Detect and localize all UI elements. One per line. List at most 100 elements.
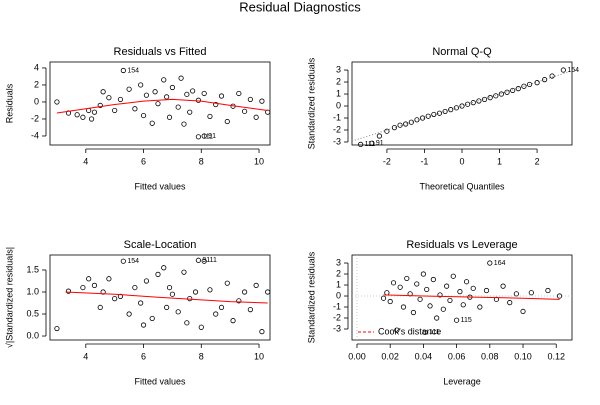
- point: [450, 273, 456, 279]
- x-tick-label: 0.12: [547, 351, 565, 361]
- point-label: 154: [567, 67, 579, 74]
- panel-title: Scale-Location: [124, 239, 197, 251]
- point: [155, 271, 161, 277]
- point: [54, 99, 60, 105]
- point: [265, 289, 271, 295]
- point: [149, 120, 155, 126]
- x-tick-label: 1: [497, 156, 502, 166]
- point: [420, 271, 426, 277]
- point: [422, 329, 428, 335]
- point: [487, 95, 493, 101]
- point: [521, 83, 527, 89]
- point: [253, 282, 259, 288]
- point: [493, 296, 500, 302]
- point: [195, 97, 201, 103]
- y-tick-label: -2: [333, 312, 341, 322]
- point: [184, 91, 190, 97]
- point: [187, 109, 193, 115]
- y-axis-label: Residuals: [4, 83, 14, 123]
- point: [224, 280, 230, 286]
- point: [454, 317, 460, 323]
- point: [528, 290, 534, 296]
- point: [410, 309, 417, 316]
- x-tick-label: -1: [420, 156, 428, 166]
- x-tick-label: 0.04: [415, 351, 433, 361]
- point: [149, 315, 155, 322]
- point-label: 91: [376, 140, 384, 147]
- point: [440, 306, 446, 312]
- x-axis-label: Leverage: [443, 376, 481, 386]
- x-tick-label: 0.10: [514, 351, 532, 361]
- point: [510, 87, 516, 94]
- point: [138, 82, 144, 88]
- point-label: 111: [365, 141, 376, 148]
- point: [437, 292, 443, 298]
- point: [259, 329, 265, 335]
- point: [477, 304, 483, 310]
- point: [500, 283, 506, 289]
- point: [80, 284, 86, 291]
- point: [132, 106, 138, 112]
- y-tick-label: -3: [333, 323, 341, 333]
- point: [207, 113, 213, 120]
- point: [155, 101, 161, 107]
- point: [414, 117, 420, 123]
- chart-title: Residual Diagnostics: [239, 0, 361, 14]
- point: [100, 89, 106, 95]
- y-tick-label: 4: [34, 62, 39, 72]
- plot-frame: [351, 61, 573, 146]
- point: [112, 107, 118, 114]
- plot-frame: [351, 254, 573, 341]
- x-axis-label: Fitted values: [134, 376, 186, 386]
- x-tick-label: 8: [199, 351, 204, 361]
- point: [161, 77, 167, 83]
- point: [88, 116, 95, 122]
- point: [198, 324, 204, 330]
- point: [143, 92, 150, 98]
- y-tick-label: -2: [31, 113, 39, 123]
- x-tick-label: 4: [83, 351, 88, 361]
- point: [213, 311, 219, 317]
- x-tick-label: 6: [141, 351, 146, 361]
- point: [397, 284, 403, 290]
- point: [140, 112, 147, 119]
- x-tick-label: 4: [83, 156, 88, 166]
- x-tick-label: 0.02: [381, 351, 399, 361]
- point-label: 154: [127, 258, 139, 265]
- y-axis-label: √|Standardized residuals|: [4, 247, 14, 348]
- point: [470, 285, 476, 291]
- y-tick-label: -3: [333, 136, 341, 146]
- point: [241, 289, 248, 295]
- point: [236, 90, 242, 97]
- y-tick-label: 1: [336, 279, 341, 289]
- point: [106, 95, 112, 101]
- point: [140, 322, 147, 328]
- point: [545, 287, 551, 294]
- x-tick-label: 0.08: [481, 351, 499, 361]
- point: [80, 114, 86, 120]
- y-axis-label: Standardized residuals: [306, 57, 316, 149]
- point-label: 111: [429, 329, 440, 336]
- point: [493, 93, 499, 99]
- point-label: 164: [494, 260, 506, 267]
- point: [230, 318, 236, 324]
- y-tick-label: 3: [336, 64, 341, 74]
- y-tick-label: 1.5: [26, 264, 39, 274]
- point: [143, 278, 150, 284]
- point: [414, 281, 420, 287]
- point: [164, 94, 170, 100]
- point: [224, 118, 230, 125]
- point: [380, 295, 387, 301]
- point: [201, 258, 207, 264]
- x-tick-label: 2: [535, 156, 540, 166]
- x-tick-label: 0: [459, 156, 464, 166]
- y-tick-label: 0: [336, 290, 341, 300]
- y-tick-label: -4: [31, 130, 39, 140]
- point: [487, 260, 493, 266]
- point: [408, 119, 414, 125]
- x-axis-label: Fitted values: [134, 181, 186, 191]
- y-tick-label: -1: [333, 112, 341, 122]
- panel-title: Normal Q-Q: [432, 46, 492, 58]
